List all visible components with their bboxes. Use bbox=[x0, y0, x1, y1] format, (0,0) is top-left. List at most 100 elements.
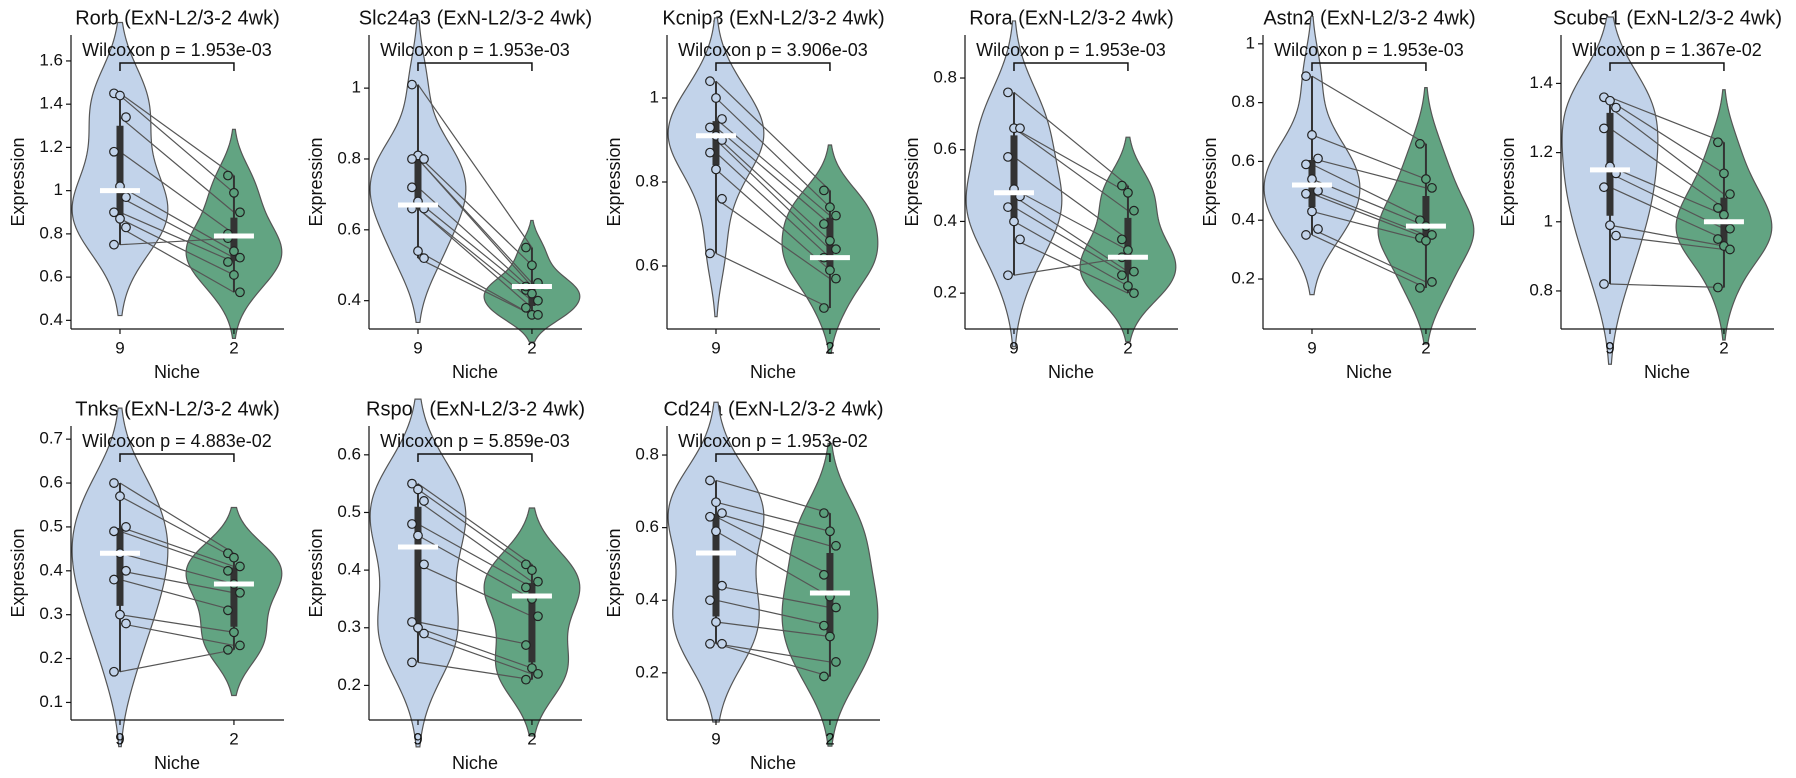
point bbox=[1307, 206, 1317, 217]
point bbox=[229, 246, 239, 257]
y-axis-label: Expression bbox=[8, 137, 28, 226]
point bbox=[1313, 185, 1323, 196]
point bbox=[413, 484, 423, 495]
x-tick-label: 2 bbox=[825, 338, 834, 357]
point bbox=[819, 219, 829, 229]
point bbox=[1713, 203, 1723, 213]
point bbox=[419, 253, 429, 264]
point bbox=[831, 657, 841, 667]
point bbox=[717, 580, 727, 591]
point bbox=[819, 185, 829, 196]
point bbox=[407, 617, 417, 627]
y-tick-label: 1 bbox=[54, 180, 63, 199]
point bbox=[705, 595, 715, 606]
y-axis-label: Expression bbox=[1498, 137, 1518, 226]
pair-line bbox=[417, 250, 533, 316]
point bbox=[521, 640, 531, 650]
significance-bracket bbox=[1013, 62, 1129, 71]
pair-line bbox=[1013, 156, 1129, 240]
point bbox=[831, 273, 841, 284]
point bbox=[109, 207, 119, 218]
pair-line bbox=[715, 479, 831, 514]
significance-bracket bbox=[119, 453, 235, 462]
x-tick-label: 9 bbox=[1009, 338, 1018, 357]
x-tick-label: 2 bbox=[527, 729, 536, 748]
pair-line bbox=[1311, 134, 1427, 180]
y-tick-label: 0.8 bbox=[1529, 280, 1553, 299]
pair-line bbox=[119, 196, 235, 259]
pair-line bbox=[119, 185, 235, 252]
subplot-title: Slc24a3 (ExN-L2/3-2 4wk) bbox=[359, 7, 592, 29]
point bbox=[1599, 279, 1609, 289]
y-tick-label: 1 bbox=[1544, 211, 1553, 230]
y-tick-label: 0.4 bbox=[337, 290, 361, 309]
point bbox=[109, 239, 119, 250]
pair-line bbox=[417, 208, 533, 309]
point bbox=[711, 497, 721, 508]
point bbox=[235, 207, 245, 218]
point bbox=[1427, 230, 1437, 240]
point bbox=[521, 674, 531, 685]
point bbox=[407, 657, 417, 668]
p-value-annotation: Wilcoxon p = 1.953e-02 bbox=[678, 431, 868, 451]
point bbox=[1301, 159, 1311, 170]
point bbox=[711, 93, 721, 103]
x-tick-label: 2 bbox=[1123, 338, 1132, 357]
x-tick-label: 2 bbox=[825, 729, 834, 748]
point bbox=[705, 248, 715, 259]
subplot-title: Kcnip3 (ExN-L2/3-2 4wk) bbox=[662, 7, 884, 29]
point bbox=[705, 147, 715, 158]
point bbox=[223, 257, 233, 267]
pair-line bbox=[1311, 163, 1427, 221]
point bbox=[705, 475, 715, 486]
pair-line bbox=[417, 500, 533, 583]
y-tick-label: 1.2 bbox=[1529, 142, 1553, 161]
point bbox=[1713, 282, 1723, 293]
pair-line bbox=[715, 585, 831, 609]
point bbox=[121, 222, 131, 233]
y-axis-label: Expression bbox=[902, 137, 922, 226]
p-value-annotation: Wilcoxon p = 1.953e-03 bbox=[82, 40, 272, 60]
significance-bracket bbox=[417, 453, 533, 462]
point bbox=[1307, 130, 1317, 140]
point bbox=[229, 187, 239, 198]
pair-line bbox=[715, 198, 831, 280]
point bbox=[121, 112, 131, 123]
y-tick-label: 0.6 bbox=[635, 517, 659, 536]
p-value-annotation: Wilcoxon p = 1.953e-03 bbox=[976, 40, 1166, 60]
point bbox=[717, 193, 727, 204]
point bbox=[235, 252, 245, 263]
pair-line bbox=[1609, 96, 1725, 143]
point bbox=[1123, 281, 1133, 291]
pair-line bbox=[119, 218, 235, 276]
x-tick-label: 9 bbox=[413, 729, 422, 748]
point bbox=[521, 582, 531, 593]
point bbox=[109, 478, 119, 488]
point bbox=[109, 146, 119, 157]
y-tick-label: 0.3 bbox=[39, 604, 63, 623]
point bbox=[413, 622, 423, 633]
subplot-title: Rspo1 (ExN-L2/3-2 4wk) bbox=[366, 398, 585, 420]
point bbox=[825, 202, 835, 213]
point bbox=[223, 170, 233, 181]
point bbox=[819, 569, 829, 580]
point bbox=[1713, 137, 1723, 148]
pair-line bbox=[1013, 220, 1129, 287]
p-value-annotation: Wilcoxon p = 5.859e-03 bbox=[380, 431, 570, 451]
point bbox=[1301, 188, 1311, 199]
pair-line bbox=[715, 97, 831, 208]
pair-line bbox=[1609, 165, 1725, 216]
point bbox=[533, 611, 543, 622]
y-tick-label: 0.7 bbox=[39, 429, 63, 448]
significance-bracket bbox=[715, 453, 831, 462]
point bbox=[1725, 244, 1735, 255]
pair-line bbox=[1311, 75, 1427, 145]
point bbox=[407, 79, 417, 90]
pair-line bbox=[119, 237, 234, 246]
point bbox=[1301, 71, 1311, 82]
x-tick-label: 9 bbox=[1307, 338, 1316, 357]
point bbox=[1605, 95, 1615, 106]
x-tick-label: 9 bbox=[1605, 338, 1614, 357]
pair-line bbox=[715, 643, 831, 678]
